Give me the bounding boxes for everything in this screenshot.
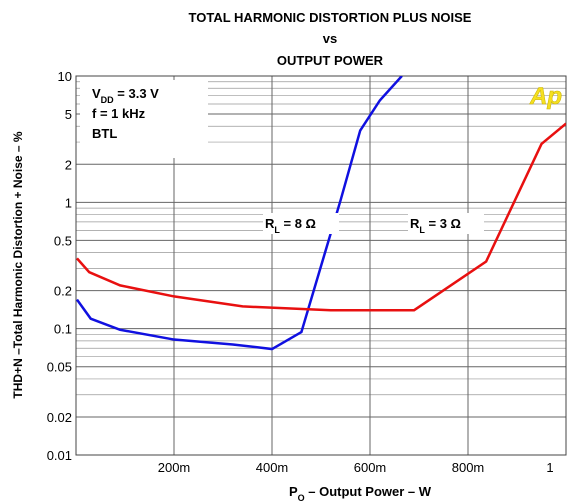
label: f = 1 kHz: [92, 106, 146, 121]
label-part: R: [265, 216, 275, 231]
x-tick-label: 600m: [354, 460, 387, 475]
label: RL = 3 Ω: [410, 216, 461, 235]
x-tick-label: 400m: [256, 460, 289, 475]
label-part: = 3 Ω: [425, 216, 461, 231]
x-tick-label: 200m: [158, 460, 191, 475]
y-tick-label: 0.05: [47, 360, 72, 375]
plot-border: [75, 75, 567, 456]
subscript: L: [274, 225, 280, 235]
label-part: P: [289, 484, 298, 499]
y-tick-label: 0.01: [47, 448, 72, 463]
label-part: BTL: [92, 126, 117, 141]
chart-title: TOTAL HARMONIC DISTORTION PLUS NOISE: [189, 10, 472, 25]
label: PO – Output Power – W: [289, 484, 432, 503]
subscript: O: [298, 493, 305, 503]
logo: Ap: [529, 83, 562, 110]
series-label-bg: [408, 213, 484, 234]
y-tick-label: 0.1: [54, 322, 72, 337]
label: VDD = 3.3 V: [92, 86, 159, 105]
series-line: [76, 76, 403, 351]
y-tick-label: 10: [58, 69, 72, 84]
label-part: V: [92, 86, 101, 101]
chart-title: vs: [323, 31, 337, 46]
y-tick-label: 0.5: [54, 233, 72, 248]
label: RL = 8 Ω: [265, 216, 316, 235]
subscript: L: [419, 225, 425, 235]
y-tick-label: 2: [65, 157, 72, 172]
conditions-box: [80, 80, 208, 158]
label-part: = 8 Ω: [280, 216, 316, 231]
y-tick-label: 5: [65, 107, 72, 122]
chart-title: OUTPUT POWER: [277, 53, 384, 68]
series-line: [76, 122, 566, 312]
x-tick-label: 800m: [452, 460, 485, 475]
label-part: R: [410, 216, 420, 231]
series-label-bg: [263, 213, 339, 234]
subscript: DD: [101, 95, 114, 105]
y-tick-label: 0.02: [47, 410, 72, 425]
label-part: f = 1 kHz: [92, 106, 146, 121]
y-tick-label: 1: [65, 195, 72, 210]
y-tick-label: 0.2: [54, 284, 72, 299]
label: BTL: [92, 126, 117, 141]
x-tick-label: 1: [546, 460, 553, 475]
label-part: – Output Power – W: [305, 484, 432, 499]
y-axis-label: THD+N –Total Harmonic Distortion + Noise…: [11, 131, 25, 398]
label-part: = 3.3 V: [114, 86, 159, 101]
